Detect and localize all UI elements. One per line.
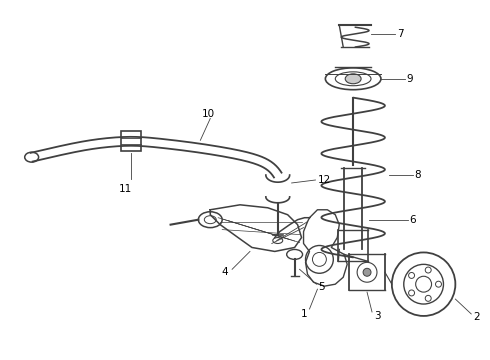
Text: 5: 5 <box>318 282 325 292</box>
Text: 2: 2 <box>473 312 480 322</box>
Text: 3: 3 <box>374 311 381 321</box>
Text: 12: 12 <box>318 175 331 185</box>
Text: 7: 7 <box>397 29 403 39</box>
Text: 4: 4 <box>222 267 228 277</box>
Text: 6: 6 <box>410 215 416 225</box>
Text: 8: 8 <box>415 170 421 180</box>
Ellipse shape <box>345 74 361 84</box>
Text: 1: 1 <box>301 309 308 319</box>
FancyBboxPatch shape <box>121 131 141 151</box>
Text: 9: 9 <box>407 74 414 84</box>
Text: 11: 11 <box>119 184 133 194</box>
Ellipse shape <box>363 268 371 276</box>
Text: 10: 10 <box>202 108 215 118</box>
